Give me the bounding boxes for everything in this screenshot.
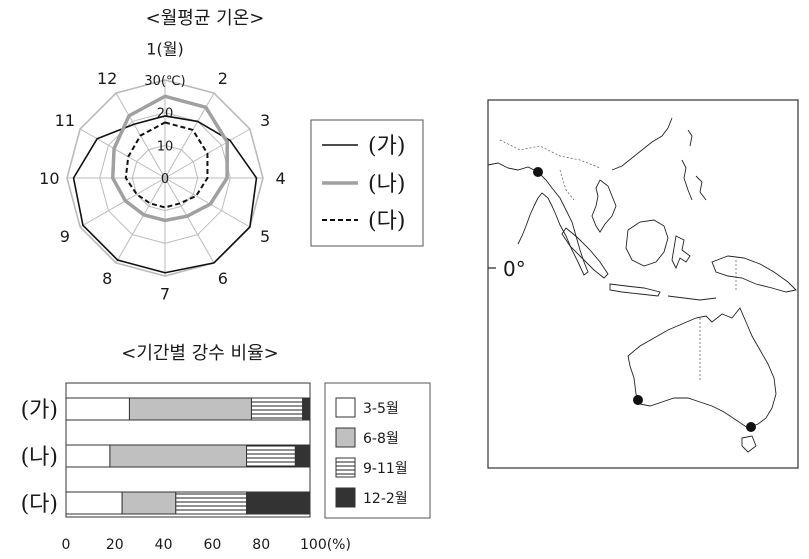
radar-month-label: 3 — [260, 111, 270, 130]
radar-month-label: 6 — [218, 269, 228, 288]
radar-month-label: 2 — [218, 69, 228, 88]
coast-philippines-1 — [681, 159, 693, 201]
legend-swatch-summer — [335, 427, 356, 448]
radar-spoke — [79, 128, 166, 179]
legend-label-ga: (가) — [368, 134, 405, 159]
bar-legend: 3-5월 6-8월 9-11월 12-2월 — [324, 382, 431, 519]
map-frame — [487, 99, 799, 469]
bar-segment — [302, 397, 311, 421]
radar-series-ga — [72, 115, 258, 274]
radar-series-group — [72, 94, 258, 274]
bar-x-ticks: 0 20 40 60 80 100(%) — [62, 537, 351, 553]
coast-china — [611, 117, 673, 171]
radar-title: <월평균 기온> — [146, 8, 265, 29]
legend-swatch-winter — [335, 487, 356, 508]
coast-borneo — [625, 219, 669, 267]
marker-perth — [633, 395, 643, 405]
bar-segment — [121, 491, 177, 515]
radar-month-labels: 1(월) 2 3 4 5 6 7 8 9 10 11 12 — [39, 39, 286, 303]
bar-x-tick-label: 0 — [62, 537, 71, 553]
radar-spoke — [164, 177, 215, 264]
marker-melbourne — [746, 422, 756, 432]
coast-australia — [627, 307, 777, 429]
radar-month-label: 11 — [55, 111, 75, 130]
coast-indochina — [591, 179, 617, 233]
bar-segment — [109, 444, 248, 468]
coast-philippines-2 — [695, 175, 707, 201]
radar-chart: <월평균 기온> 1(월) 2 3 4 5 6 7 8 9 10 11 12 0 10 20 30(℃) — [39, 8, 286, 304]
coast-tasmania — [741, 435, 757, 453]
precipitation-bar-chart: <기간별 강수 비율> (가) (나) (다) 0 20 40 60 80 100(%) — [21, 343, 351, 553]
radar-legend: (가) (나) (다) — [310, 119, 424, 247]
legend-label-spring: 3-5월 — [363, 401, 399, 417]
coast-lesser-sunda — [667, 295, 717, 301]
bar-category-labels: (가) (나) (다) — [21, 398, 58, 517]
radar-month-label: 5 — [260, 227, 270, 246]
bar-title: <기간별 강수 비율> — [121, 343, 279, 364]
radar-ring-label: 30(℃) — [144, 74, 185, 89]
bar-segment — [65, 491, 123, 515]
radar-month-label: 9 — [60, 227, 70, 246]
bar-segment — [175, 491, 248, 515]
radar-month-label: 1(월) — [146, 39, 183, 58]
radar-spoke — [115, 177, 166, 264]
legend-label-da: (다) — [368, 209, 405, 234]
bar-x-tick-label: 80 — [252, 537, 270, 553]
radar-month-label: 4 — [276, 169, 286, 188]
legend-label-na: (나) — [368, 172, 405, 197]
bar-segment — [128, 397, 252, 421]
radar-spoke — [164, 177, 251, 228]
radar-ring-label: 10 — [157, 139, 174, 154]
bar-x-tick-label: 100(%) — [300, 537, 351, 553]
bar-segment — [65, 444, 111, 468]
legend-label-autumn: 9-11월 — [363, 461, 408, 477]
bar-segment — [65, 397, 130, 421]
bar-category-label: (가) — [21, 398, 58, 423]
bar-category-label: (나) — [21, 445, 58, 470]
radar-ring-label: 0 — [161, 172, 169, 187]
legend-swatch-spring — [335, 397, 356, 418]
radar-ring-label: 20 — [157, 107, 174, 122]
coast-taiwan — [687, 129, 693, 147]
radar-month-label: 10 — [39, 169, 59, 188]
radar-month-label: 7 — [160, 285, 170, 304]
bar-rows — [65, 397, 311, 515]
bar-x-tick-label: 20 — [106, 537, 124, 553]
border-myanmar — [559, 169, 575, 201]
equator-label: 0° — [503, 257, 526, 281]
radar-ring-labels: 0 10 20 30(℃) — [144, 74, 185, 187]
radar-month-label: 12 — [97, 69, 117, 88]
bar-category-label: (다) — [21, 492, 58, 517]
coast-sulawesi — [671, 235, 691, 270]
radar-spoke — [79, 177, 166, 228]
radar-series-na — [110, 94, 229, 223]
bar-x-tick-label: 60 — [203, 537, 221, 553]
bar-segment — [246, 491, 311, 515]
bar-segment — [294, 444, 311, 468]
map-borders — [499, 139, 737, 380]
marker-yangon — [533, 167, 543, 177]
radar-series-da — [124, 121, 209, 209]
southeast-asia-oceania-map: 0° — [487, 99, 799, 469]
legend-label-winter: 12-2월 — [363, 491, 408, 507]
radar-month-label: 8 — [102, 269, 112, 288]
bar-segment — [250, 397, 304, 421]
bar-segment — [246, 444, 296, 468]
coast-new-guinea — [711, 255, 797, 293]
bar-x-tick-label: 40 — [155, 537, 173, 553]
coast-sumatra — [561, 227, 609, 279]
coast-java — [609, 283, 661, 297]
legend-label-summer: 6-8월 — [363, 431, 399, 447]
legend-swatch-autumn — [335, 457, 356, 478]
border-himalaya — [499, 139, 601, 169]
